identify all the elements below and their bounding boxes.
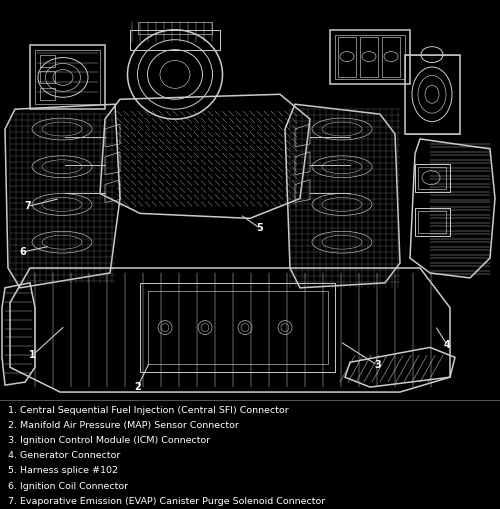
Text: 7: 7 (24, 202, 31, 211)
Text: 7. Evaporative Emission (EVAP) Canister Purge Solenoid Connector: 7. Evaporative Emission (EVAP) Canister … (8, 497, 325, 505)
Text: 6: 6 (19, 247, 26, 257)
Text: 4. Generator Connector: 4. Generator Connector (8, 451, 120, 460)
Text: 5. Harness splice #102: 5. Harness splice #102 (8, 466, 117, 475)
Text: 2. Manifold Air Pressure (MAP) Sensor Connector: 2. Manifold Air Pressure (MAP) Sensor Co… (8, 421, 238, 430)
Text: 3. Ignition Control Module (ICM) Connector: 3. Ignition Control Module (ICM) Connect… (8, 436, 210, 445)
Text: 1: 1 (29, 350, 36, 360)
Text: 3: 3 (374, 360, 381, 370)
Text: 6. Ignition Coil Connector: 6. Ignition Coil Connector (8, 482, 128, 491)
Text: 2: 2 (134, 382, 141, 392)
Text: 5: 5 (256, 223, 264, 233)
Text: 1. Central Sequential Fuel Injection (Central SFI) Connector: 1. Central Sequential Fuel Injection (Ce… (8, 406, 288, 415)
Text: 4: 4 (444, 341, 451, 350)
